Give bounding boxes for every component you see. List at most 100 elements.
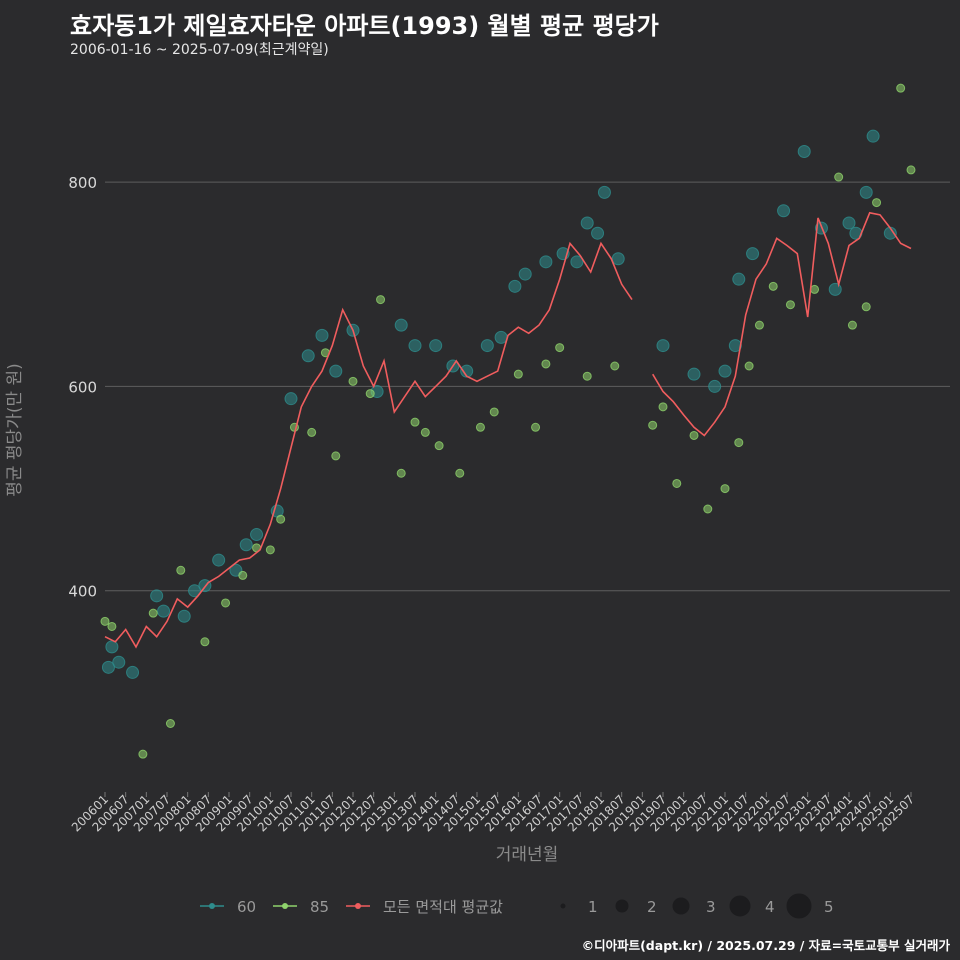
data-point-60 — [188, 584, 202, 598]
data-point-85 — [238, 570, 248, 580]
data-point-60 — [301, 349, 315, 363]
gridlines — [105, 181, 950, 592]
data-point-85 — [420, 427, 430, 437]
data-point-60 — [408, 339, 422, 353]
data-point-85 — [396, 468, 406, 478]
data-point-60 — [777, 204, 791, 218]
legend-label: 모든 면적대 평균값 — [383, 898, 503, 916]
data-point-60 — [284, 392, 298, 406]
average-line-segment — [104, 241, 633, 649]
legend-size-dot — [672, 897, 690, 915]
legend-key-dot — [282, 903, 288, 909]
data-point-85 — [348, 376, 358, 386]
data-point-85 — [906, 165, 916, 175]
data-point-60 — [591, 226, 605, 240]
data-point-85 — [896, 83, 906, 93]
data-point-60 — [728, 339, 742, 353]
data-point-60 — [460, 364, 474, 378]
legend-label: 85 — [310, 898, 329, 916]
data-point-60 — [611, 252, 625, 266]
legend-size-dot — [786, 893, 812, 919]
data-point-85 — [703, 504, 713, 514]
data-point-60 — [580, 216, 594, 230]
data-point-85 — [165, 719, 175, 728]
average-line-segment — [652, 211, 912, 437]
data-point-60 — [687, 367, 701, 381]
data-point-85 — [648, 420, 658, 430]
data-point-60 — [518, 267, 532, 281]
legend-size-label: 5 — [824, 898, 834, 916]
data-point-60 — [157, 604, 171, 618]
data-point-60 — [539, 255, 553, 269]
data-point-85 — [555, 343, 565, 353]
data-point-60 — [101, 660, 115, 674]
data-point-85 — [434, 441, 444, 451]
legend-size-dot — [615, 899, 629, 913]
data-point-60 — [797, 145, 811, 158]
data-point-60 — [177, 609, 191, 623]
data-point-85 — [221, 598, 231, 608]
data-point-85 — [489, 407, 499, 417]
data-point-60 — [329, 364, 343, 378]
data-point-85 — [658, 402, 668, 412]
data-point-85 — [847, 320, 857, 330]
data-point-85 — [276, 514, 286, 524]
data-point-60 — [570, 255, 584, 269]
data-point-60 — [126, 665, 140, 679]
x-axis-ticks: 2006012006072007012007072008012008072009… — [69, 792, 917, 835]
data-point-85 — [754, 320, 764, 330]
data-point-60 — [866, 129, 880, 143]
data-point-85 — [365, 389, 375, 399]
y-tick-label: 800 — [68, 174, 97, 192]
data-point-60 — [708, 379, 722, 393]
data-point-85 — [410, 417, 420, 427]
data-point-85 — [810, 284, 820, 294]
data-point-60 — [842, 216, 856, 230]
data-point-60 — [746, 247, 760, 261]
data-point-60 — [315, 328, 329, 342]
data-point-85 — [734, 438, 744, 448]
data-point-60 — [597, 185, 611, 199]
data-point-85 — [376, 295, 386, 305]
data-point-85 — [100, 616, 110, 626]
data-point-85 — [455, 468, 465, 478]
average-line — [104, 211, 912, 649]
data-point-85 — [200, 637, 210, 647]
data-point-60 — [718, 364, 732, 378]
chart-title: 효자동1가 제일효자타운 아파트(1993) 월별 평균 평당가 — [70, 12, 659, 40]
data-point-85 — [531, 422, 541, 432]
data-point-60 — [508, 279, 522, 293]
legend-label: 60 — [237, 898, 256, 916]
data-point-60 — [112, 655, 126, 669]
data-point-85 — [689, 430, 699, 440]
data-point-60 — [656, 339, 670, 353]
data-point-85 — [513, 369, 523, 379]
data-point-85 — [610, 361, 620, 371]
data-point-60 — [250, 528, 264, 542]
data-point-85 — [720, 484, 730, 494]
scatter-points — [100, 83, 916, 759]
data-point-60 — [494, 330, 508, 344]
legend: 60 85 모든 면적대 평균값 1 2 3 4 5 — [200, 893, 834, 919]
data-point-85 — [541, 359, 551, 369]
data-point-85 — [475, 422, 485, 432]
data-point-85 — [785, 300, 795, 310]
legend-size-dot — [729, 895, 751, 917]
data-point-85 — [148, 608, 158, 618]
y-axis-ticks: 400 600 800 — [68, 174, 97, 601]
legend-key-dot — [209, 903, 215, 909]
data-point-60 — [239, 538, 253, 552]
data-point-85 — [582, 371, 592, 381]
data-point-60 — [150, 589, 164, 603]
y-tick-label: 600 — [68, 378, 97, 396]
data-point-60 — [859, 185, 873, 199]
data-point-60 — [394, 318, 408, 332]
y-tick-label: 400 — [68, 583, 97, 601]
data-point-60 — [429, 339, 443, 353]
data-point-85 — [107, 621, 117, 631]
data-point-85 — [861, 302, 871, 312]
data-point-85 — [872, 198, 882, 208]
data-point-85 — [331, 451, 341, 461]
data-point-85 — [176, 565, 186, 575]
